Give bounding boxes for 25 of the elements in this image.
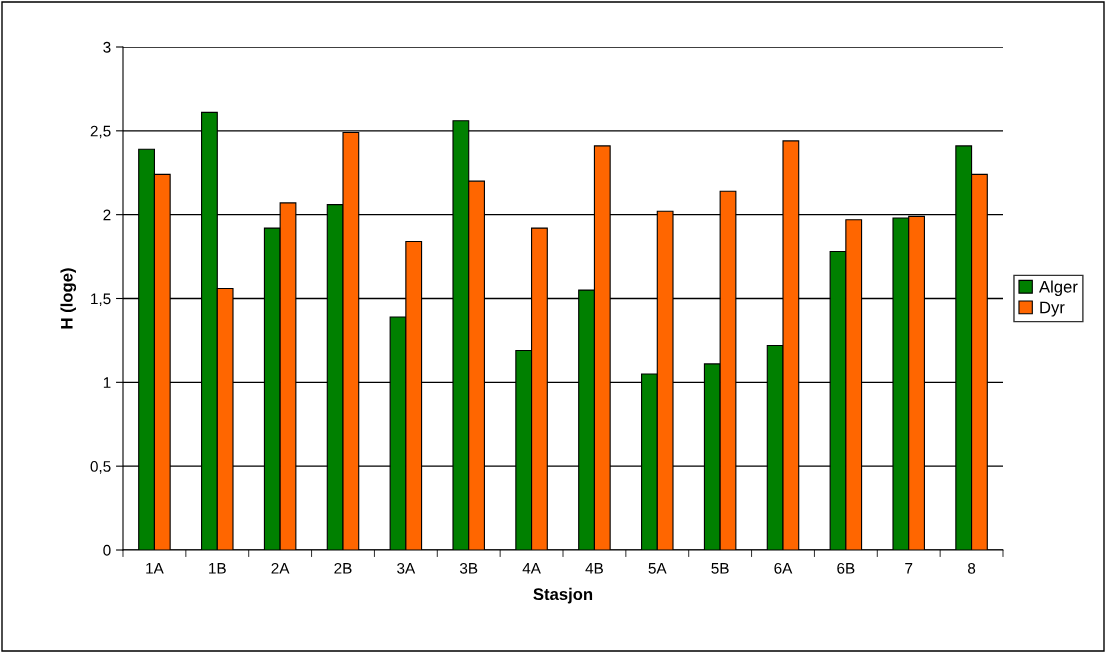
y-tick-label: 1 xyxy=(103,377,111,388)
x-tick-label: 6B xyxy=(837,562,855,574)
x-tick-label: 8 xyxy=(967,562,976,574)
y-tick-label: 1,5 xyxy=(91,293,111,306)
x-tick-label: 6A xyxy=(774,562,793,574)
y-tick-label: 0,5 xyxy=(90,461,111,474)
x-tick-label: 2B xyxy=(334,562,352,574)
x-tick-label: 1B xyxy=(209,563,226,574)
y-tick-label: 0 xyxy=(103,544,111,556)
x-axis-title: Stasjon xyxy=(533,587,593,604)
y-tick-label: 3 xyxy=(103,41,111,53)
x-tick-label: 2A xyxy=(271,562,290,574)
y-axis-title: H (loge) xyxy=(60,268,77,329)
legend-label: Alger xyxy=(1039,280,1078,296)
x-tick-label: 4A xyxy=(522,563,541,574)
y-tick-label: 2,5 xyxy=(90,125,111,139)
x-tick-label: 3B xyxy=(459,562,478,574)
x-tick-label: 7 xyxy=(905,563,913,574)
x-tick-label: 1A xyxy=(146,563,164,574)
legend-label: Dyr xyxy=(1040,301,1065,317)
x-tick-label: 5A xyxy=(648,563,667,574)
x-tick-label: 3A xyxy=(397,562,416,574)
x-tick-label: 5B xyxy=(711,563,729,574)
x-tick-label: 4B xyxy=(585,563,603,574)
y-tick-label: 2 xyxy=(103,209,111,221)
